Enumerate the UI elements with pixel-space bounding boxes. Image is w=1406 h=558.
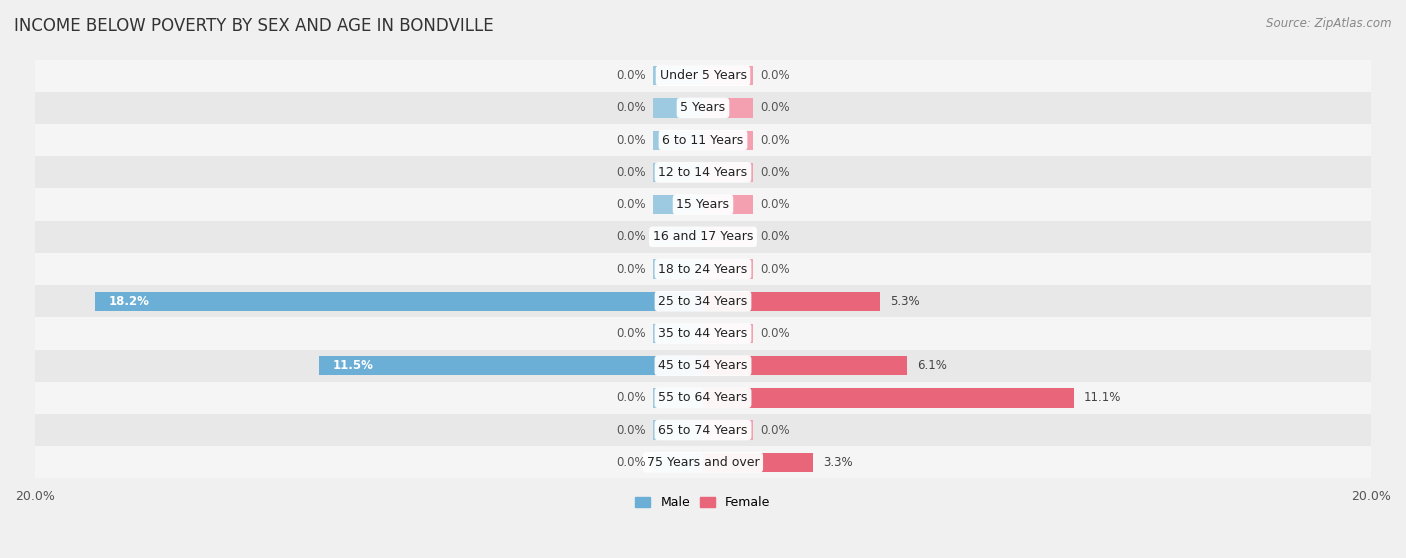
Bar — [35, 382, 1371, 414]
Bar — [703, 163, 754, 182]
Bar — [35, 156, 1371, 189]
Text: 12 to 14 Years: 12 to 14 Years — [658, 166, 748, 179]
Bar — [35, 446, 1371, 478]
Bar — [35, 318, 1371, 349]
Bar — [652, 324, 703, 343]
Text: 0.0%: 0.0% — [617, 456, 647, 469]
Text: 0.0%: 0.0% — [617, 424, 647, 436]
Bar — [35, 253, 1371, 285]
Bar — [35, 124, 1371, 156]
Bar — [652, 388, 703, 407]
Bar — [703, 453, 813, 472]
Bar — [703, 324, 754, 343]
Bar — [35, 414, 1371, 446]
Text: 0.0%: 0.0% — [617, 166, 647, 179]
Bar — [652, 163, 703, 182]
Bar — [35, 189, 1371, 221]
Text: 0.0%: 0.0% — [617, 230, 647, 243]
Bar — [703, 388, 1074, 407]
Bar — [96, 292, 703, 311]
Text: 0.0%: 0.0% — [617, 102, 647, 114]
Text: 0.0%: 0.0% — [617, 69, 647, 82]
Text: 0.0%: 0.0% — [617, 198, 647, 211]
Text: 0.0%: 0.0% — [617, 262, 647, 276]
Text: 15 Years: 15 Years — [676, 198, 730, 211]
Bar — [319, 356, 703, 376]
Text: 0.0%: 0.0% — [617, 327, 647, 340]
Text: 5.3%: 5.3% — [890, 295, 920, 307]
Text: 0.0%: 0.0% — [759, 230, 789, 243]
Text: 3.3%: 3.3% — [824, 456, 853, 469]
Bar — [652, 259, 703, 278]
Text: 6.1%: 6.1% — [917, 359, 946, 372]
Bar — [703, 195, 754, 214]
Text: 0.0%: 0.0% — [759, 102, 789, 114]
Bar — [652, 420, 703, 440]
Text: 65 to 74 Years: 65 to 74 Years — [658, 424, 748, 436]
Text: 16 and 17 Years: 16 and 17 Years — [652, 230, 754, 243]
Text: 18 to 24 Years: 18 to 24 Years — [658, 262, 748, 276]
Bar — [703, 66, 754, 85]
Text: 0.0%: 0.0% — [617, 134, 647, 147]
Text: 55 to 64 Years: 55 to 64 Years — [658, 391, 748, 405]
Text: Source: ZipAtlas.com: Source: ZipAtlas.com — [1267, 17, 1392, 30]
Legend: Male, Female: Male, Female — [630, 491, 776, 514]
Text: 11.5%: 11.5% — [332, 359, 373, 372]
Text: 6 to 11 Years: 6 to 11 Years — [662, 134, 744, 147]
Text: Under 5 Years: Under 5 Years — [659, 69, 747, 82]
Text: 0.0%: 0.0% — [759, 134, 789, 147]
Text: 11.1%: 11.1% — [1084, 391, 1121, 405]
Bar — [35, 285, 1371, 318]
Bar — [652, 195, 703, 214]
Bar — [652, 227, 703, 247]
Bar — [703, 98, 754, 118]
Bar — [703, 292, 880, 311]
Text: 5 Years: 5 Years — [681, 102, 725, 114]
Bar — [652, 98, 703, 118]
Bar — [35, 60, 1371, 92]
Text: 35 to 44 Years: 35 to 44 Years — [658, 327, 748, 340]
Bar — [703, 227, 754, 247]
Bar — [35, 92, 1371, 124]
Bar — [703, 131, 754, 150]
Text: 0.0%: 0.0% — [759, 327, 789, 340]
Bar — [35, 221, 1371, 253]
Text: 45 to 54 Years: 45 to 54 Years — [658, 359, 748, 372]
Bar — [652, 453, 703, 472]
Bar — [652, 66, 703, 85]
Bar — [703, 259, 754, 278]
Text: 0.0%: 0.0% — [759, 166, 789, 179]
Bar — [703, 420, 754, 440]
Text: 25 to 34 Years: 25 to 34 Years — [658, 295, 748, 307]
Bar — [652, 131, 703, 150]
Text: 0.0%: 0.0% — [759, 424, 789, 436]
Text: 0.0%: 0.0% — [759, 262, 789, 276]
Bar — [35, 349, 1371, 382]
Text: 0.0%: 0.0% — [759, 69, 789, 82]
Text: 75 Years and over: 75 Years and over — [647, 456, 759, 469]
Bar — [703, 356, 907, 376]
Text: 18.2%: 18.2% — [108, 295, 149, 307]
Text: 0.0%: 0.0% — [759, 198, 789, 211]
Text: INCOME BELOW POVERTY BY SEX AND AGE IN BONDVILLE: INCOME BELOW POVERTY BY SEX AND AGE IN B… — [14, 17, 494, 35]
Text: 0.0%: 0.0% — [617, 391, 647, 405]
